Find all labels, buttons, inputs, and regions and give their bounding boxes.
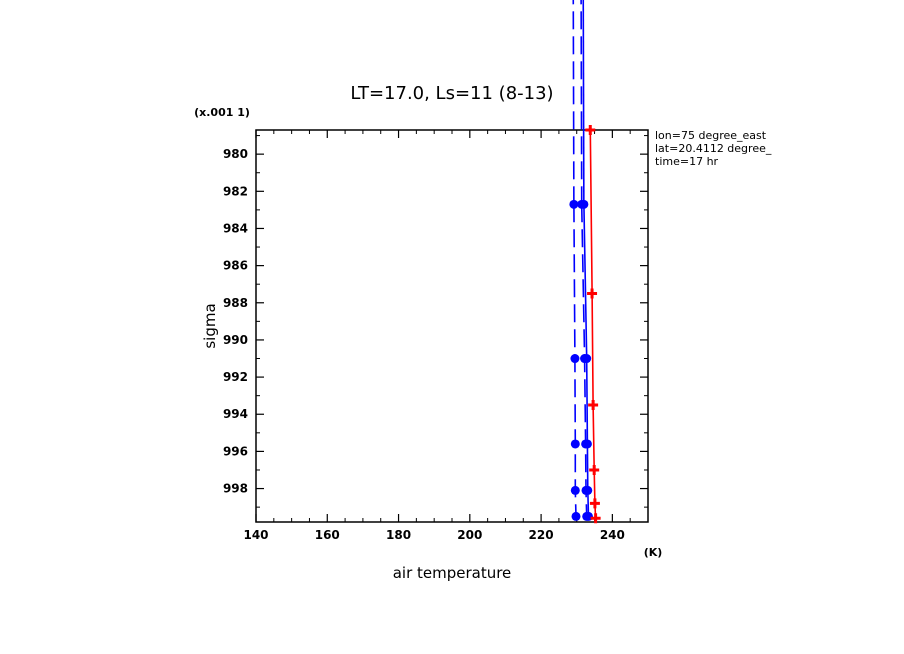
series-3 [585, 125, 601, 524]
data-point [582, 439, 592, 449]
y-unit-label: (x.001 1) [194, 106, 250, 119]
series-layer [569, 0, 601, 524]
series-0 [569, 0, 581, 521]
data-point [588, 399, 599, 410]
x-tick-label: 160 [315, 528, 340, 542]
data-point [570, 354, 580, 364]
data-point [590, 513, 601, 524]
data-point [587, 288, 598, 299]
x-axis-title: air temperature [393, 564, 512, 582]
y-tick-label: 990 [223, 333, 248, 347]
x-tick-label: 140 [243, 528, 268, 542]
data-point [570, 485, 580, 495]
info-annotation: lon=75 degree_east [655, 129, 767, 142]
plot-frame [255, 129, 649, 523]
x-tick-label: 240 [600, 528, 625, 542]
y-tick-label: 998 [223, 482, 248, 496]
data-point [579, 199, 589, 209]
data-point [589, 498, 600, 509]
y-axis: 980 982 984 986 988 990 992 994 996 998 [223, 135, 648, 508]
x-tick-label: 180 [386, 528, 411, 542]
series-line-extension [580, 0, 583, 205]
series-line-extension [572, 0, 575, 205]
data-point [570, 439, 580, 449]
y-tick-label: 980 [223, 147, 248, 161]
data-point [582, 354, 592, 364]
info-annotation: lat=20.4112 degree_ [655, 142, 772, 155]
y-tick-label: 982 [223, 184, 248, 198]
series-line-extension [582, 0, 585, 205]
data-point [571, 511, 581, 521]
y-tick-label: 986 [223, 259, 248, 273]
x-unit-label: (K) [644, 546, 663, 559]
data-point [585, 125, 596, 135]
data-point [569, 199, 579, 209]
y-tick-label: 996 [223, 444, 248, 458]
data-point [589, 464, 600, 475]
data-point [583, 485, 593, 495]
info-annotation: time=17 hr [655, 155, 719, 168]
y-axis-title: sigma [201, 303, 219, 348]
y-tick-label: 984 [223, 221, 248, 235]
y-tick-label: 992 [223, 370, 248, 384]
series-2 [579, 0, 593, 521]
x-tick-label: 220 [529, 528, 554, 542]
chart-title: LT=17.0, Ls=11 (8-13) [350, 83, 553, 104]
series-line [589, 129, 597, 519]
x-axis: 140 160 180 200 220 240 [243, 130, 649, 542]
x-tick-label: 200 [457, 528, 482, 542]
y-tick-label: 988 [223, 296, 248, 310]
y-tick-label: 994 [223, 407, 248, 421]
